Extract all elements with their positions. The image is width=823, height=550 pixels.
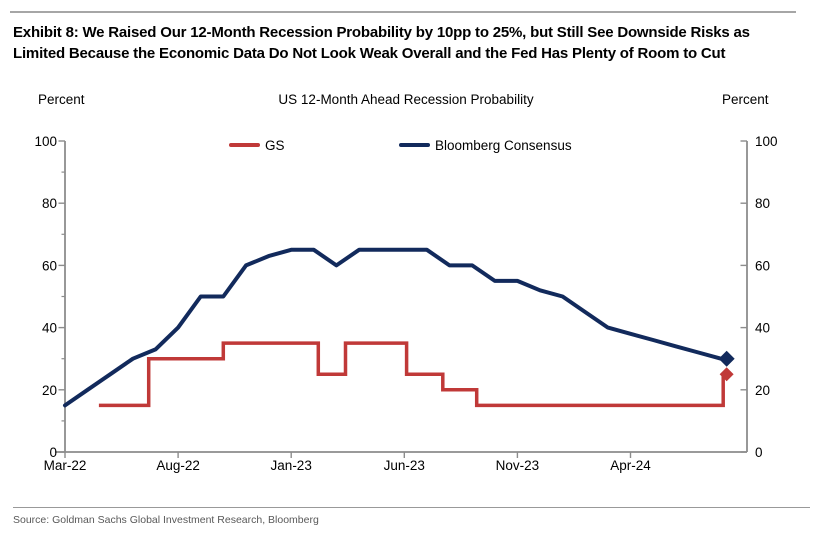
chart-title: US 12-Month Ahead Recession Probability (278, 92, 534, 107)
x-tick-label: Mar-22 (44, 458, 87, 473)
legend-item-bloomberg-consensus: Bloomberg Consensus (399, 136, 572, 154)
x-tick-label: Jan-23 (271, 458, 312, 473)
legend-label-bloomberg-consensus: Bloomberg Consensus (435, 137, 572, 153)
legend-item-gs: GS (229, 136, 285, 154)
left-y-tick-label: 40 (42, 321, 57, 336)
bloomberg-consensus-end-diamond-marker (718, 350, 735, 367)
right-y-tick-label: 20 (755, 383, 770, 398)
left-axis-unit-label: Percent (38, 92, 85, 107)
right-y-tick-label: 80 (755, 196, 770, 211)
gs-line-swatch-icon (229, 143, 260, 147)
top-divider-rule (10, 11, 796, 13)
right-y-tick-label: 0 (755, 445, 763, 460)
x-tick-label: Jun-23 (384, 458, 425, 473)
gs-line (98, 341, 727, 408)
exhibit-title-line2: Limited Because the Economic Data Do Not… (13, 45, 726, 62)
bloomberg-consensus-line (63, 247, 729, 408)
right-axis-unit-label: Percent (722, 92, 769, 107)
source-divider-rule (13, 507, 810, 508)
right-y-tick-label: 100 (755, 134, 778, 149)
bloomberg-consensus-line-swatch-icon (399, 143, 430, 147)
right-y-tick-label: 60 (755, 258, 770, 273)
left-y-tick-label: 100 (34, 134, 57, 149)
x-tick-label: Nov-23 (496, 458, 540, 473)
right-y-tick-label: 40 (755, 321, 770, 336)
left-y-tick-label: 80 (42, 196, 57, 211)
exhibit-title: Exhibit 8: We Raised Our 12-Month Recess… (13, 22, 813, 64)
left-y-tick-label: 60 (42, 258, 57, 273)
left-y-tick-label: 0 (49, 445, 57, 460)
legend-label-gs: GS (265, 137, 285, 153)
exhibit-title-line1: Exhibit 8: We Raised Our 12-Month Recess… (13, 24, 750, 41)
x-tick-label: Apr-24 (610, 458, 651, 473)
gs-end-diamond-marker (719, 367, 734, 382)
x-tick-label: Aug-22 (156, 458, 200, 473)
left-y-tick-label: 20 (42, 383, 57, 398)
source-text: Source: Goldman Sachs Global Investment … (13, 514, 319, 526)
